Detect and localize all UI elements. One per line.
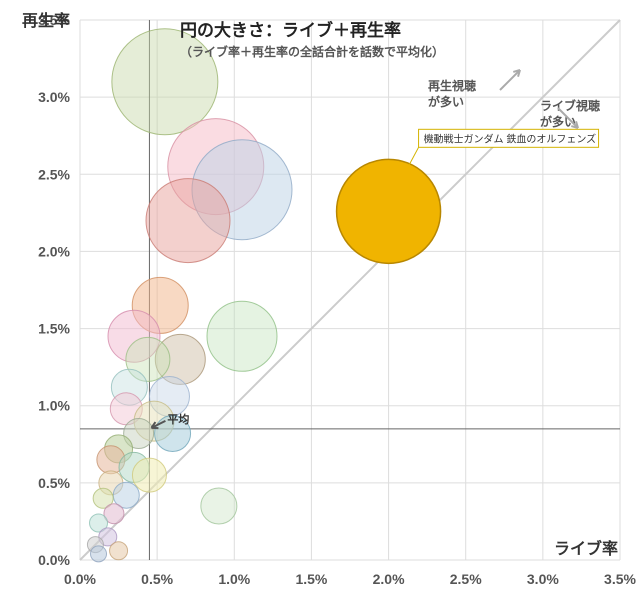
- annotation-lower: ライブ視聴: [540, 98, 600, 113]
- x-tick-label: 0.5%: [141, 571, 173, 587]
- y-tick-label: 0.5%: [38, 475, 70, 491]
- bubble-chart: 0.0% 0.5% 1.0% 1.5% 2.0% 2.5% 3.0% 3.5% 0.0% 0.5%…: [0, 0, 640, 608]
- chart-subtitle: （ライブ率＋再生率の全話合計を話数で平均化）: [180, 44, 444, 59]
- x-tick-label: 2.0%: [373, 571, 405, 587]
- y-tick-label: 1.0%: [38, 398, 70, 414]
- bubble: [110, 542, 128, 560]
- highlight-bubble: [337, 159, 441, 263]
- annotation-upper: が多い: [428, 94, 464, 109]
- annotation-upper: 再生視聴: [428, 78, 476, 93]
- bubble: [207, 301, 277, 371]
- bubble: [132, 458, 166, 492]
- y-tick-label: 3.0%: [38, 89, 70, 105]
- average-label: 平均: [167, 412, 189, 426]
- chart-title: 円の大きさ：ライブ＋再生率: [180, 20, 401, 40]
- y-tick-label: 2.0%: [38, 243, 70, 259]
- x-tick-label: 0.0%: [64, 571, 96, 587]
- x-tick-label: 3.0%: [527, 571, 559, 587]
- y-tick-label: 2.5%: [38, 166, 70, 182]
- y-tick-label: 0.0%: [38, 552, 70, 568]
- x-tick-label: 1.5%: [295, 571, 327, 587]
- bubble: [91, 546, 107, 562]
- y-axis-title: 再生率: [22, 11, 70, 30]
- y-tick-label: 1.5%: [38, 321, 70, 337]
- x-tick-label: 1.0%: [218, 571, 250, 587]
- x-tick-label: 2.5%: [450, 571, 482, 587]
- x-tick-label: 3.5%: [604, 571, 636, 587]
- bubble: [201, 488, 237, 524]
- chart-svg: 0.0% 0.5% 1.0% 1.5% 2.0% 2.5% 3.0% 3.5% 0.0% 0.5%…: [0, 0, 640, 608]
- x-axis-title: ライブ率: [554, 539, 618, 558]
- bubble: [146, 179, 230, 263]
- highlight-label: 機動戦士ガンダム 鉄血のオルフェンズ: [424, 132, 597, 145]
